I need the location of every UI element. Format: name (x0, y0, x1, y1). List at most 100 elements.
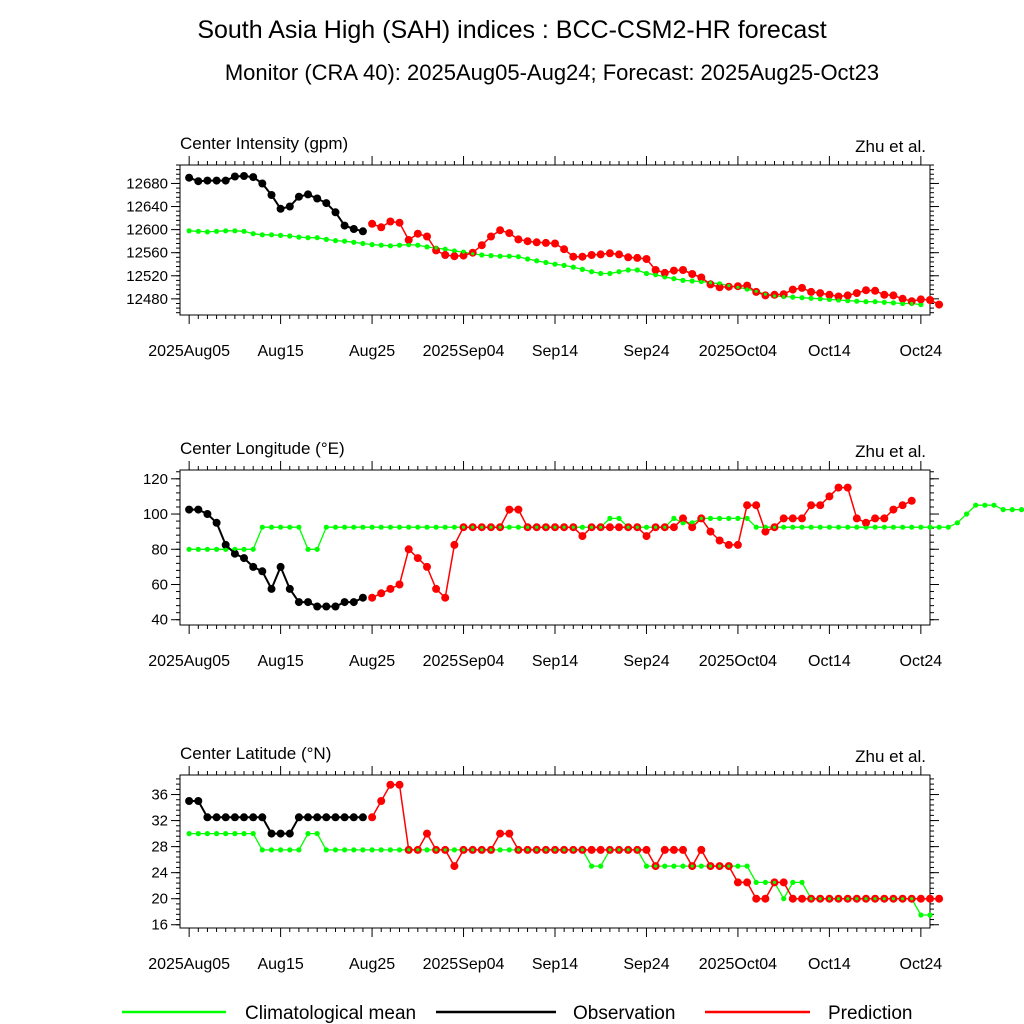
data-point-pred (743, 501, 752, 510)
data-point-obs (230, 549, 239, 558)
data-point-clim-top (910, 525, 914, 529)
x-tick-label: Aug25 (349, 653, 395, 670)
data-point-pred (779, 290, 788, 299)
data-point-clim-top (891, 525, 896, 529)
data-point-pred (816, 501, 825, 510)
data-point-pred (605, 249, 614, 258)
y-tick-label: 12640 (126, 199, 168, 216)
data-point-pred (505, 505, 514, 514)
data-point-clim-top (663, 525, 667, 529)
data-point-obs (276, 204, 285, 213)
data-point-pred (569, 252, 578, 261)
data-point-pred (926, 296, 934, 304)
data-point-clim-top (297, 848, 301, 852)
data-point-clim-top (791, 295, 795, 299)
data-point-pred (487, 232, 495, 241)
data-point-pred (413, 554, 422, 563)
data-point-obs (194, 177, 203, 186)
data-point-clim-top (370, 848, 374, 852)
data-point-obs (294, 192, 303, 201)
y-tick-label: 12480 (126, 291, 168, 308)
y-tick-label: 20 (151, 891, 168, 908)
data-point-obs (240, 554, 248, 563)
data-point-obs (258, 813, 267, 822)
data-point-clim-top (763, 525, 768, 529)
data-point-pred (871, 286, 880, 295)
data-point-clim-top (452, 525, 456, 529)
data-point-clim-top (818, 525, 822, 529)
data-point-clim-top (480, 848, 484, 852)
data-point-clim-top (379, 848, 383, 852)
data-point-clim-top (919, 913, 923, 917)
data-point-clim-top (507, 848, 511, 852)
data-point-clim-top (772, 525, 777, 529)
data-point-clim-top (388, 244, 392, 248)
data-point-clim-top (434, 525, 438, 529)
data-point-clim-top (498, 525, 502, 529)
data-point-pred (834, 483, 843, 492)
data-point-clim-top (772, 880, 777, 885)
data-point-pred (605, 523, 614, 532)
data-point-clim-top (187, 832, 191, 836)
data-point-clim-top (279, 233, 283, 237)
data-point-pred (706, 280, 715, 289)
data-point-clim-top (233, 832, 237, 836)
data-point-clim-top (690, 279, 694, 283)
data-point-obs (212, 176, 221, 185)
data-point-clim-top (654, 864, 658, 868)
data-point-clim-top (763, 880, 768, 885)
data-point-clim-top (754, 525, 758, 529)
data-point-clim-top (489, 254, 493, 258)
data-point-clim-top (251, 832, 255, 836)
data-point-pred (441, 251, 450, 259)
y-tick-label: 12520 (126, 268, 168, 285)
data-point-clim-top (489, 525, 493, 529)
data-point-pred (743, 281, 752, 290)
data-point-clim-top (379, 243, 383, 247)
data-point-clim-top (370, 243, 374, 247)
data-point-clim-top (654, 525, 658, 529)
data-point-pred (779, 514, 788, 523)
data-point-clim-top (187, 547, 191, 551)
x-tick-label: 2025Sep04 (423, 956, 505, 973)
data-point-obs (240, 172, 248, 180)
data-point-pred (578, 252, 587, 261)
data-point-clim-top (461, 525, 466, 529)
data-point-clim-top (873, 525, 877, 529)
data-point-clim-top (306, 832, 310, 836)
data-point-clim-top (882, 897, 886, 901)
data-point-clim-top (635, 268, 639, 272)
x-tick-label: Aug15 (257, 956, 303, 973)
data-point-clim-top (224, 229, 228, 233)
data-point-clim-top (343, 525, 347, 529)
data-point-clim-top (205, 230, 209, 234)
data-point-clim-top (279, 848, 283, 852)
data-point-pred (660, 845, 669, 854)
data-point-pred (615, 523, 623, 532)
data-point-obs (194, 797, 203, 805)
data-point-clim-top (663, 275, 667, 279)
x-tick-label: Sep14 (532, 956, 578, 973)
data-point-clim-top (352, 240, 356, 244)
data-point-pred (743, 878, 752, 887)
data-point-clim-top (251, 232, 255, 236)
data-point-clim-top (516, 848, 521, 852)
data-point-clim-top (782, 294, 786, 299)
data-point-pred (660, 268, 669, 277)
data-point-clim-top (242, 832, 246, 836)
data-point-pred (496, 829, 505, 838)
data-point-pred (368, 219, 377, 228)
data-point-obs (249, 813, 258, 822)
data-point-clim-top (233, 229, 237, 233)
data-point-clim-top (315, 547, 319, 551)
data-point-clim-top (708, 516, 713, 521)
data-point-pred (926, 894, 934, 903)
series-line-pred (371, 784, 940, 900)
data-point-obs (294, 813, 303, 822)
data-point-pred (761, 527, 770, 536)
data-point-clim-top (260, 233, 264, 237)
data-point-pred (798, 894, 806, 903)
data-point-obs (185, 173, 194, 182)
data-point-pred (761, 894, 770, 903)
x-tick-label: Aug15 (257, 343, 303, 360)
